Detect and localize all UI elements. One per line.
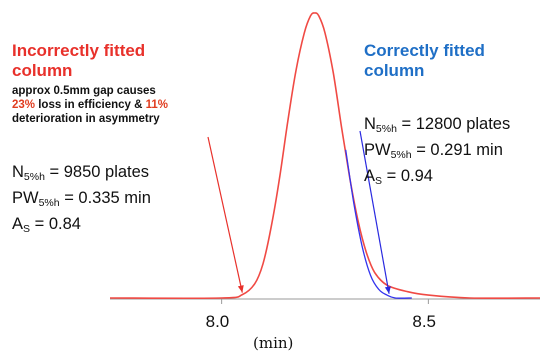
note-pct-efficiency: 23% bbox=[12, 99, 36, 111]
note-line3: deterioration in asymmetry bbox=[12, 113, 160, 125]
correct-stats: N5%h = 12800 plates PW5%h = 0.291 min AS… bbox=[364, 114, 510, 192]
correct-title: Correctly fitted column bbox=[364, 41, 485, 81]
x-axis-label: (min) bbox=[253, 334, 294, 352]
incorrect-annotation-arrow bbox=[207, 136, 244, 293]
x-tick-label-8-5: 8.5 bbox=[412, 312, 436, 331]
correct-column-peak bbox=[345, 149, 412, 299]
incorrect-peak-width: PW5%h = 0.335 min bbox=[12, 189, 151, 209]
incorrect-title-line2: column bbox=[12, 61, 73, 80]
incorrect-note: approx 0.5mm gap causes 23% loss in effi… bbox=[12, 84, 168, 126]
correct-peak-width: PW5%h = 0.291 min bbox=[364, 141, 503, 161]
correct-plates: N5%h = 12800 plates bbox=[364, 115, 511, 135]
incorrect-title-line1: Incorrectly fitted bbox=[12, 41, 146, 60]
note-line1: approx 0.5mm gap causes bbox=[12, 85, 156, 97]
x-axis-ticks bbox=[221, 299, 429, 304]
incorrect-stats: N5%h = 9850 plates PW5%h = 0.335 min AS … bbox=[12, 162, 151, 240]
correct-title-line1: Correctly fitted bbox=[364, 41, 485, 60]
correct-title-line2: column bbox=[364, 61, 425, 80]
note-pct-asymmetry: 11% bbox=[145, 99, 168, 111]
correct-asymmetry: AS = 0.94 bbox=[364, 167, 433, 187]
note-mid-text: loss in efficiency & bbox=[35, 99, 146, 111]
x-tick-label-8-0: 8.0 bbox=[205, 312, 230, 331]
note-line2: 23% loss in efficiency & 11% bbox=[12, 98, 168, 112]
correct-annotation-arrow bbox=[359, 130, 391, 294]
annotation-arrows bbox=[207, 130, 391, 294]
incorrect-asymmetry: AS = 0.84 bbox=[12, 215, 81, 235]
incorrect-title: Incorrectly fitted column bbox=[12, 41, 145, 81]
incorrect-plates: N5%h = 9850 plates bbox=[12, 163, 150, 183]
